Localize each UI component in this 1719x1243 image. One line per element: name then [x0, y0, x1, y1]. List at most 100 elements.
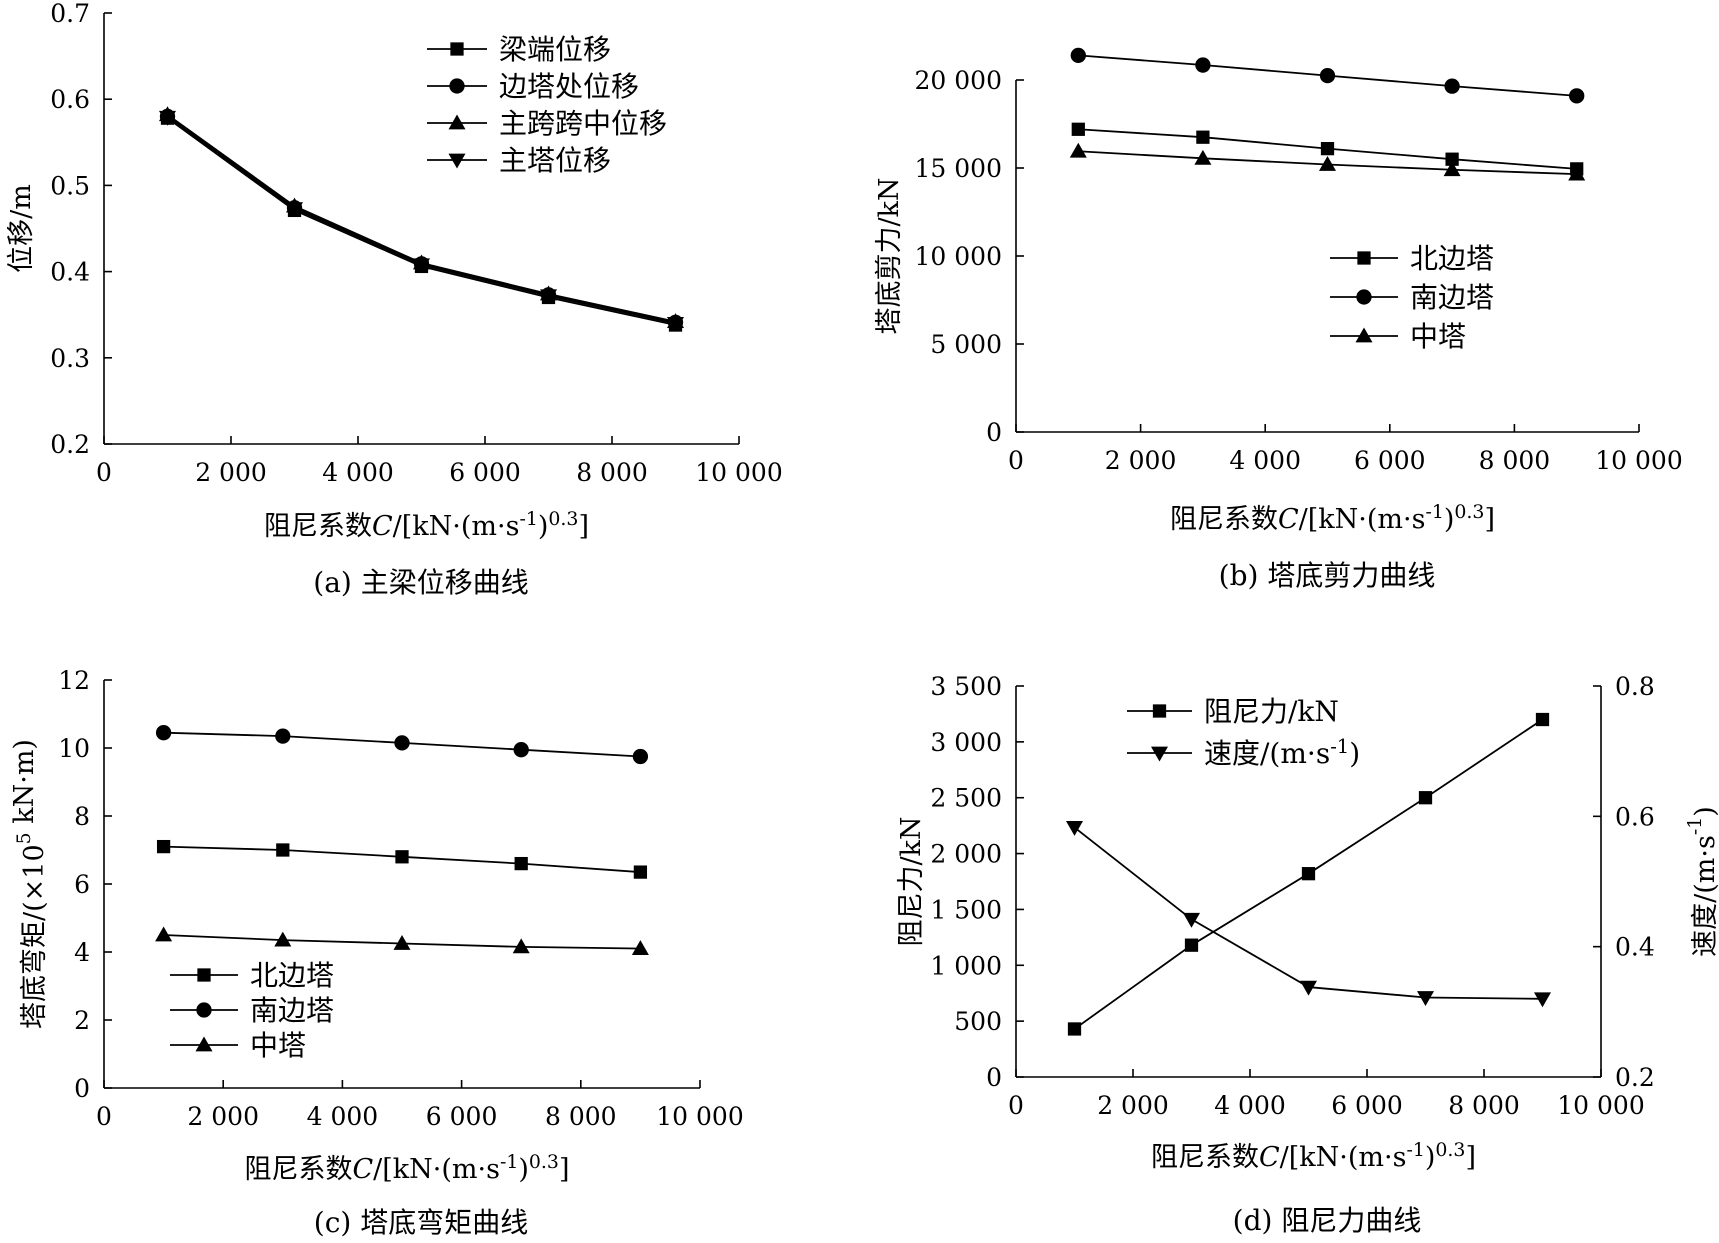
y2-axis-label: 速度/(m·s-1): [1684, 806, 1719, 957]
series-1: [156, 839, 648, 879]
legend-marker: [1355, 327, 1373, 343]
data-point: [274, 931, 292, 947]
legend-label: 南边塔: [1410, 281, 1494, 314]
legend-entry: 梁端位移: [427, 33, 611, 66]
y2-tick-label: 0.8: [1615, 672, 1655, 701]
legend-marker: [197, 968, 211, 982]
x-tick-label: 10 000: [1595, 446, 1682, 475]
legend-entry: 中塔: [1330, 320, 1466, 353]
y-tick-label: 5 000: [930, 330, 1002, 359]
x-tick-label: 4 000: [307, 1102, 379, 1131]
y-tick-label: 1 000: [930, 951, 1002, 980]
series-1: [1071, 122, 1584, 176]
y-tick-label: 2 000: [930, 840, 1002, 869]
y2-tick-label: 0.4: [1615, 933, 1655, 962]
data-point: [1071, 122, 1085, 136]
y-tick-label: 1 500: [930, 895, 1002, 924]
legend-marker: [1151, 746, 1168, 762]
y-tick-label: 0.7: [50, 0, 90, 28]
x-tick-label: 4 000: [1229, 446, 1301, 475]
chart-caption: (b) 塔底剪力曲线: [1219, 559, 1436, 592]
y-tick-label: 2 500: [930, 784, 1002, 813]
legend-label: 南边塔: [250, 994, 334, 1027]
y-tick-label: 10 000: [915, 242, 1002, 271]
chart-d: 0 2 000 4 000 6 000 8 000 10 000 0 500 1 000 1 50…: [896, 672, 1719, 1237]
legend-label: 北边塔: [1410, 242, 1494, 275]
data-point: [1568, 165, 1586, 181]
x-tick-label: 4 000: [322, 458, 394, 487]
data-point: [276, 843, 290, 857]
y-tick-label: 0.3: [50, 344, 90, 373]
y-axis-label: 阻尼力/kN: [896, 816, 927, 946]
series-2: [155, 725, 649, 765]
data-point: [1196, 130, 1210, 144]
data-point: [394, 735, 410, 751]
x-tick-label: 0: [96, 1102, 112, 1131]
data-point: [393, 935, 411, 950]
x-tick-label: 2 000: [1097, 1091, 1169, 1120]
data-point: [1444, 78, 1460, 94]
x-tick-label: 2 000: [195, 458, 267, 487]
x-tick-label: 6 000: [426, 1102, 498, 1131]
data-point: [286, 202, 303, 218]
data-point: [1319, 67, 1336, 84]
series-2: [159, 108, 684, 331]
y-tick-label: 8: [74, 802, 90, 831]
x-tick-label: 2 000: [187, 1102, 259, 1131]
series-2: [1066, 821, 1551, 1008]
series-1: [1067, 712, 1550, 1036]
legend-entry: 中塔: [170, 1029, 306, 1062]
data-point: [1195, 57, 1211, 73]
data-point: [1194, 149, 1212, 165]
y-tick-label: 15 000: [915, 154, 1002, 183]
data-point: [155, 725, 172, 741]
y-tick-label: 10: [58, 734, 90, 763]
x-tick-label: 0: [1008, 1091, 1024, 1120]
x-tick-label: 8 000: [576, 458, 648, 487]
y-tick-label: 500: [954, 1007, 1002, 1036]
legend-entry: 南边塔: [170, 994, 334, 1027]
data-point: [632, 748, 649, 765]
data-point: [631, 940, 649, 955]
data-point: [1300, 980, 1317, 996]
y-tick-label: 4: [74, 938, 90, 967]
legend-label: 中塔: [250, 1029, 306, 1062]
data-point: [413, 258, 430, 274]
x-tick-label: 2 000: [1105, 446, 1177, 475]
y-tick-label: 3 000: [930, 728, 1002, 757]
data-point: [513, 742, 529, 758]
x-axis-label: 阻尼系数C/[kN·(m·s-1)0.3]: [245, 1151, 570, 1185]
y-axis-label: 位移/m: [6, 184, 37, 273]
data-point: [1569, 88, 1585, 104]
data-point: [156, 839, 171, 854]
legend-marker: [450, 42, 464, 56]
y-tick-label: 3 500: [930, 672, 1002, 701]
data-point: [540, 289, 557, 305]
x-tick-label: 8 000: [1448, 1091, 1520, 1120]
data-point: [1066, 821, 1083, 836]
data-point: [1445, 152, 1459, 166]
legend-marker: [448, 114, 466, 130]
y2-tick-label: 0.2: [1615, 1063, 1655, 1092]
data-point: [1070, 47, 1086, 64]
y-tick-label: 0: [986, 1063, 1002, 1092]
legend-marker: [448, 153, 466, 169]
data-point: [1534, 992, 1551, 1008]
legend-label: 阻尼力/kN: [1204, 695, 1339, 728]
legend-label: 主跨跨中位移: [499, 107, 667, 140]
data-point: [1183, 912, 1200, 928]
y-tick-label: 12: [58, 666, 90, 695]
data-point: [1418, 791, 1433, 805]
data-point: [1069, 142, 1087, 158]
legend-label: 中塔: [1410, 320, 1466, 353]
x-tick-label: 0: [96, 458, 112, 487]
legend-marker: [1356, 289, 1372, 305]
y-axis-label: 塔底弯矩/(×105 kN·m): [9, 739, 50, 1029]
data-point: [1067, 1022, 1082, 1036]
legend-label: 主塔位移: [499, 144, 611, 177]
data-point: [667, 316, 684, 332]
y-tick-label: 20 000: [915, 66, 1002, 95]
series-line: [1073, 826, 1543, 1000]
legend-entry: 主跨跨中位移: [427, 107, 667, 140]
